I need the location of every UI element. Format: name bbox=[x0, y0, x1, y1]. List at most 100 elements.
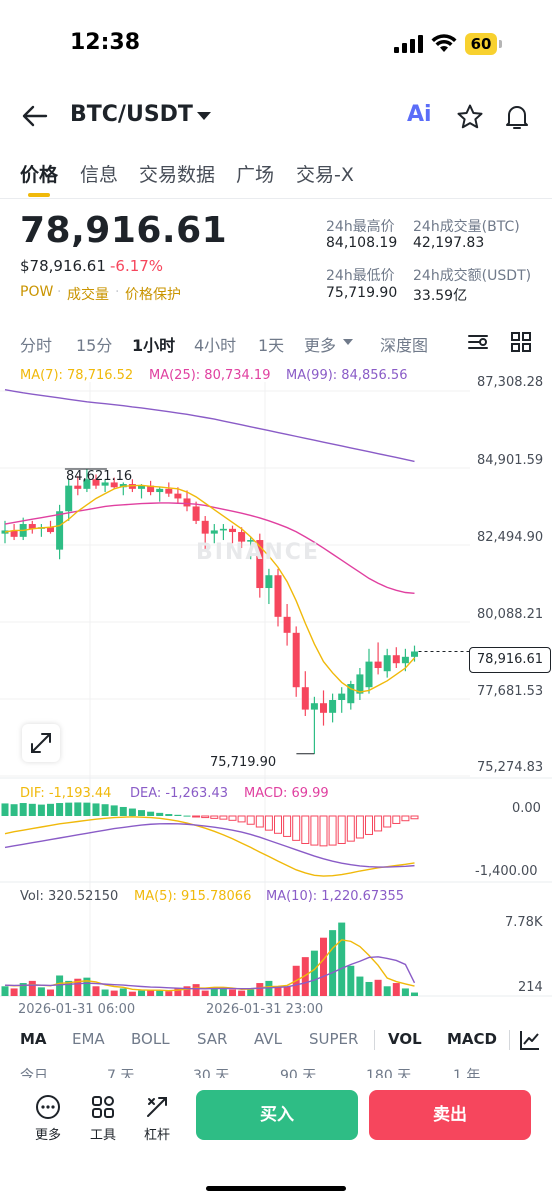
indicator-macd[interactable]: MACD bbox=[447, 1030, 497, 1048]
macd-histogram-bar bbox=[392, 815, 401, 824]
interval-more[interactable]: 更多 bbox=[304, 336, 337, 355]
volume-bar bbox=[165, 991, 173, 996]
macd-histogram-bar bbox=[83, 802, 91, 816]
candle-body bbox=[10, 530, 18, 537]
macd-histogram-bar bbox=[92, 803, 100, 816]
wifi-icon bbox=[431, 34, 457, 52]
volume-bar bbox=[56, 975, 64, 996]
candle-body bbox=[138, 485, 145, 489]
tools-button[interactable]: 工具 bbox=[83, 1094, 123, 1143]
period-180d[interactable]: 180 天 bbox=[366, 1068, 412, 1079]
indicator-ma[interactable]: MA bbox=[20, 1030, 47, 1048]
stat-24h-high-label: 24h最高价 bbox=[326, 219, 395, 235]
volume-bar bbox=[65, 980, 73, 996]
candle-body bbox=[274, 575, 282, 617]
candle-body bbox=[165, 488, 173, 494]
leverage-icon bbox=[147, 1097, 167, 1117]
stat-24h-vol-btc-value: 42,197.83 bbox=[413, 235, 485, 251]
tab-square[interactable]: 广场 bbox=[236, 164, 275, 186]
volume-bar bbox=[92, 986, 100, 996]
period-30d[interactable]: 30 天 bbox=[193, 1068, 230, 1079]
pair-dropdown-caret-icon[interactable] bbox=[197, 112, 211, 120]
candle-body bbox=[411, 651, 418, 657]
stat-24h-low-label: 24h最低价 bbox=[326, 268, 395, 284]
binance-watermark: BINANCE bbox=[196, 540, 320, 565]
volume-bar bbox=[119, 988, 127, 996]
stat-24h-vol-btc-label: 24h成交量(BTC) bbox=[413, 219, 520, 235]
tab-info[interactable]: 信息 bbox=[80, 164, 119, 186]
indicator-settings-icon[interactable] bbox=[519, 1029, 541, 1051]
tab-trade-x[interactable]: 交易-X bbox=[296, 164, 354, 186]
ma7-line bbox=[4, 484, 416, 693]
macd-histogram-bar bbox=[337, 815, 346, 844]
indicator-super[interactable]: SUPER bbox=[309, 1030, 359, 1048]
period-7d[interactable]: 7 天 bbox=[107, 1068, 135, 1079]
macd-histogram-bar bbox=[274, 815, 282, 834]
tag-volume[interactable]: 成交量 bbox=[67, 287, 109, 303]
volume-bar bbox=[392, 983, 400, 996]
fullscreen-button[interactable] bbox=[22, 724, 60, 762]
candle-body bbox=[374, 661, 382, 669]
y-tick-label: 75,274.83 bbox=[477, 760, 544, 775]
vol-ma5-line bbox=[4, 939, 415, 992]
favorite-star-icon[interactable] bbox=[456, 103, 484, 131]
more-caret-icon[interactable] bbox=[343, 339, 353, 345]
macd-histogram-bar bbox=[246, 815, 255, 825]
interval-1h[interactable]: 1小时 bbox=[132, 336, 176, 355]
interval-depth-chart[interactable]: 深度图 bbox=[380, 336, 429, 355]
macd-histogram-bar bbox=[156, 812, 164, 816]
candle-body bbox=[101, 482, 109, 486]
usd-price: $78,916.61 bbox=[20, 257, 106, 275]
tag-price-protection[interactable]: 价格保护 bbox=[125, 287, 181, 303]
indicator-boll[interactable]: BOLL bbox=[131, 1030, 170, 1048]
tag-separator: · bbox=[57, 284, 62, 300]
volume-bar bbox=[192, 984, 200, 996]
tab-trading-data[interactable]: 交易数据 bbox=[139, 164, 216, 186]
interval-15m[interactable]: 15分 bbox=[76, 336, 113, 355]
ai-assistant-button[interactable]: Ai bbox=[407, 102, 432, 127]
macd-histogram-bar bbox=[219, 815, 228, 820]
y-tick-label: 84,901.59 bbox=[477, 453, 544, 468]
leverage-button[interactable]: 杠杆 bbox=[137, 1094, 177, 1143]
buy-button[interactable]: 买入 bbox=[196, 1090, 358, 1140]
tools-label: 工具 bbox=[89, 1128, 116, 1143]
volume-bar bbox=[365, 981, 373, 996]
tab-price[interactable]: 价格 bbox=[20, 164, 59, 186]
candle-body bbox=[1, 530, 9, 534]
indicator-ema[interactable]: EMA bbox=[72, 1030, 105, 1048]
sell-button[interactable]: 卖出 bbox=[369, 1090, 531, 1140]
notification-bell-icon[interactable] bbox=[504, 103, 530, 131]
interval-1d[interactable]: 1天 bbox=[258, 336, 285, 355]
tabs-divider bbox=[0, 198, 552, 199]
volume-bar bbox=[147, 989, 155, 996]
indicator-avl[interactable]: AVL bbox=[254, 1030, 282, 1048]
interval-time-share[interactable]: 分时 bbox=[20, 336, 53, 355]
chart-settings-icon[interactable] bbox=[467, 332, 489, 352]
back-arrow-icon[interactable] bbox=[22, 103, 48, 129]
candle-body bbox=[183, 498, 191, 507]
macd-histogram-bar bbox=[210, 815, 219, 819]
layout-grid-icon[interactable] bbox=[510, 331, 532, 353]
y-tick-label: 80,088.21 bbox=[477, 607, 544, 622]
kline-chart[interactable] bbox=[0, 362, 552, 1002]
dif-legend: DIF: -1,193.44 bbox=[20, 786, 112, 801]
stat-24h-high-value: 84,108.19 bbox=[326, 235, 398, 251]
interval-4h[interactable]: 4小时 bbox=[194, 336, 237, 355]
last-price-tag: 78,916.61 bbox=[469, 647, 551, 673]
trading-pair-title[interactable]: BTC/USDT bbox=[70, 102, 193, 127]
price-change-percent: -6.17% bbox=[110, 257, 164, 275]
period-90d[interactable]: 90 天 bbox=[280, 1068, 317, 1079]
tag-pow[interactable]: POW bbox=[20, 284, 54, 300]
indicator-sar[interactable]: SAR bbox=[197, 1030, 228, 1048]
macd-histogram-bar bbox=[255, 815, 264, 828]
indicator-vol[interactable]: VOL bbox=[388, 1030, 422, 1048]
stat-24h-vol-usdt-label: 24h成交额(USDT) bbox=[413, 268, 532, 284]
x-time-label: 2026-01-31 23:00 bbox=[206, 1002, 324, 1017]
candle-body bbox=[265, 575, 273, 589]
period-1y[interactable]: 1 年 bbox=[453, 1068, 481, 1079]
candle-body bbox=[192, 506, 200, 521]
candle-body bbox=[229, 528, 236, 533]
more-tool-button[interactable]: 更多 bbox=[28, 1094, 68, 1143]
period-today[interactable]: 今日 bbox=[20, 1068, 48, 1079]
volume-bar bbox=[47, 989, 54, 996]
